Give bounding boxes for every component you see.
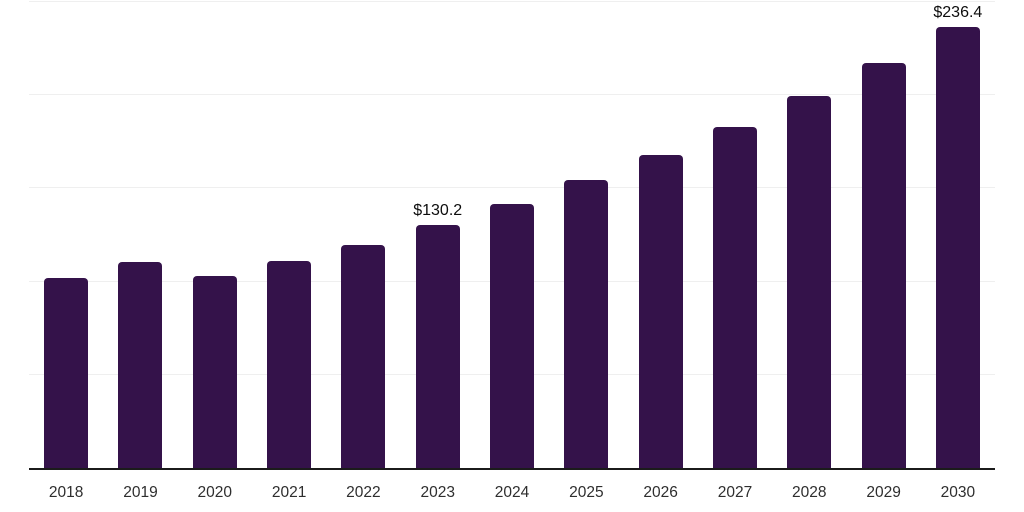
x-tick-label-2025: 2025 [569, 484, 604, 501]
x-tick-label-2018: 2018 [48, 484, 84, 501]
x-tick-label-2021: 2021 [271, 484, 307, 501]
x-tick-label-2028: 2028 [792, 484, 827, 501]
bar-2030 [935, 27, 980, 468]
gridline [29, 94, 995, 96]
x-tick-label-2020: 2020 [197, 484, 233, 501]
x-tick-label-2030: 2030 [940, 484, 976, 501]
x-tick-label-2024: 2024 [494, 484, 530, 501]
bar-2019 [118, 261, 163, 468]
x-tick-label-2023: 2023 [420, 484, 455, 501]
gridline [29, 187, 995, 189]
plot-area: $130.2 $236.4 [29, 1, 995, 470]
x-tick-label-2019: 2019 [123, 484, 158, 501]
bar-2026 [638, 154, 683, 468]
x-axis: 2018 2019 2020 2021 2022 2023 2024 2025 2026 2027… [29, 482, 995, 504]
bar-value-label-2023: $130.2 [413, 202, 463, 220]
bar-2024 [490, 203, 534, 468]
gridline [29, 1, 995, 2]
bar-2025 [564, 180, 609, 468]
bar-2023 [415, 225, 460, 468]
x-tick-label-2029: 2029 [866, 484, 901, 501]
bar-value-label-2030: $236.4 [933, 4, 983, 22]
bar-2022 [341, 245, 386, 468]
bar-2020 [192, 275, 237, 468]
bar-2018 [44, 277, 89, 468]
x-tick-label-2026: 2026 [643, 484, 678, 501]
bar-2029 [861, 63, 906, 468]
x-tick-label-2022: 2022 [346, 484, 381, 501]
bar-2028 [787, 96, 832, 468]
bar-2021 [267, 260, 312, 468]
x-tick-label-2027: 2027 [717, 484, 753, 501]
bar-2027 [712, 126, 757, 468]
